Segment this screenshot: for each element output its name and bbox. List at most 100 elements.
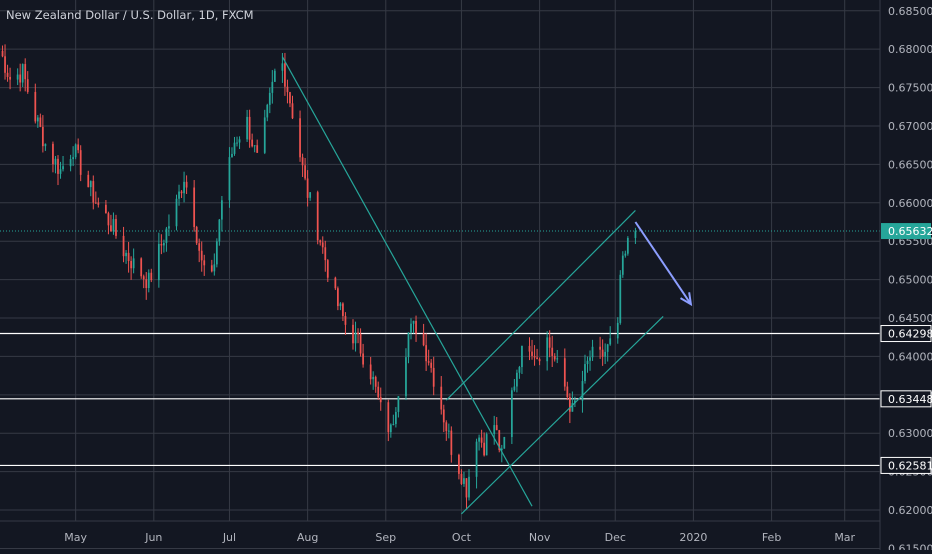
candle-body [140, 258, 143, 277]
candle-body [26, 79, 29, 92]
candle-body [606, 344, 609, 352]
candle-body [183, 181, 185, 194]
candle-body [44, 143, 47, 147]
candle-body [145, 279, 148, 289]
drawings [281, 56, 693, 515]
candle-body [180, 191, 183, 194]
candle-body [584, 364, 586, 382]
candle-body [21, 64, 24, 83]
x-tick-label: Mar [834, 531, 855, 544]
candle-body [589, 357, 591, 361]
candle-body [415, 320, 417, 334]
candle-body [175, 198, 178, 227]
candle-body [450, 430, 453, 455]
candle-body [79, 150, 82, 175]
candle-body [69, 159, 72, 167]
x-tick-label: Nov [529, 531, 551, 544]
candle-body [130, 260, 132, 269]
candle-body [394, 411, 397, 424]
candle-body [238, 139, 241, 143]
candle-body [342, 303, 344, 316]
candle-body [231, 153, 233, 158]
level-price-label: 0.64298 [888, 328, 932, 341]
candle-body [546, 337, 549, 362]
candle-body [9, 76, 11, 80]
candle-body [203, 260, 206, 266]
candle-body [563, 358, 566, 387]
candle-body [425, 345, 428, 362]
candle-body [392, 423, 395, 425]
x-tick-label: Aug [297, 531, 318, 544]
candle-body [503, 437, 506, 449]
candle-body [485, 434, 488, 456]
candle-body [432, 367, 435, 387]
candle-body [463, 478, 465, 484]
x-tick-label: Sep [375, 531, 396, 544]
candle-body [41, 126, 44, 147]
candle-body [236, 142, 238, 144]
x-tick-label: Oct [452, 531, 472, 544]
candle-body [168, 226, 170, 229]
candle-body [551, 347, 554, 356]
candle-body [266, 104, 269, 118]
candle-body [389, 424, 392, 433]
candle-body [538, 359, 541, 362]
candle-body [228, 157, 231, 201]
y-tick-label: 0.66000 [888, 197, 932, 210]
candle-body [319, 240, 322, 243]
candle-body [34, 91, 37, 122]
candle-body [77, 144, 80, 151]
x-tick-label: 2020 [679, 531, 707, 544]
candle-body [218, 219, 221, 242]
candle-body [52, 143, 54, 165]
candle-body [581, 381, 584, 401]
candle-body [251, 139, 254, 147]
candle-body [480, 437, 483, 443]
y-tick-label: 0.67000 [888, 120, 932, 133]
candle-body [568, 397, 571, 412]
candle-body [344, 315, 347, 325]
candle-body [4, 56, 6, 73]
candle-body [493, 425, 496, 435]
candle-body [89, 181, 92, 188]
candle-body [200, 250, 203, 261]
candle-body [213, 264, 216, 272]
current-price-label: 0.65632 [888, 225, 932, 238]
candle-body [601, 349, 604, 357]
candle-body [24, 64, 27, 80]
candle-body [94, 202, 97, 204]
candle-body [531, 351, 533, 356]
candle-body [309, 192, 312, 198]
y-tick-label: 0.64500 [888, 312, 932, 325]
candle-body [445, 422, 448, 432]
candle-body [495, 425, 498, 431]
candle-body [372, 376, 375, 380]
trend-line [281, 56, 533, 507]
candle-body [324, 247, 327, 261]
candle-body [256, 145, 259, 153]
candle-body [39, 117, 42, 127]
candle-body [405, 357, 407, 397]
candle-body [553, 355, 556, 360]
level-price-label-box [880, 456, 932, 474]
candle-body [410, 323, 412, 333]
candle-body [185, 181, 188, 188]
candle-body [273, 70, 276, 82]
trend-line [445, 210, 636, 401]
candle-body [321, 242, 324, 248]
candle-body [87, 174, 90, 188]
grid [0, 0, 880, 549]
candle-body [221, 200, 223, 220]
candle-body [548, 337, 551, 348]
candle-body [326, 260, 329, 278]
candle-body [616, 322, 619, 339]
x-tick-label: May [64, 531, 87, 544]
candle-body [387, 402, 390, 433]
candle-body [440, 386, 443, 410]
candle-body [357, 332, 359, 335]
candle-body [377, 386, 380, 398]
candle-body [468, 476, 470, 498]
y-tick-label: 0.65000 [888, 274, 932, 287]
